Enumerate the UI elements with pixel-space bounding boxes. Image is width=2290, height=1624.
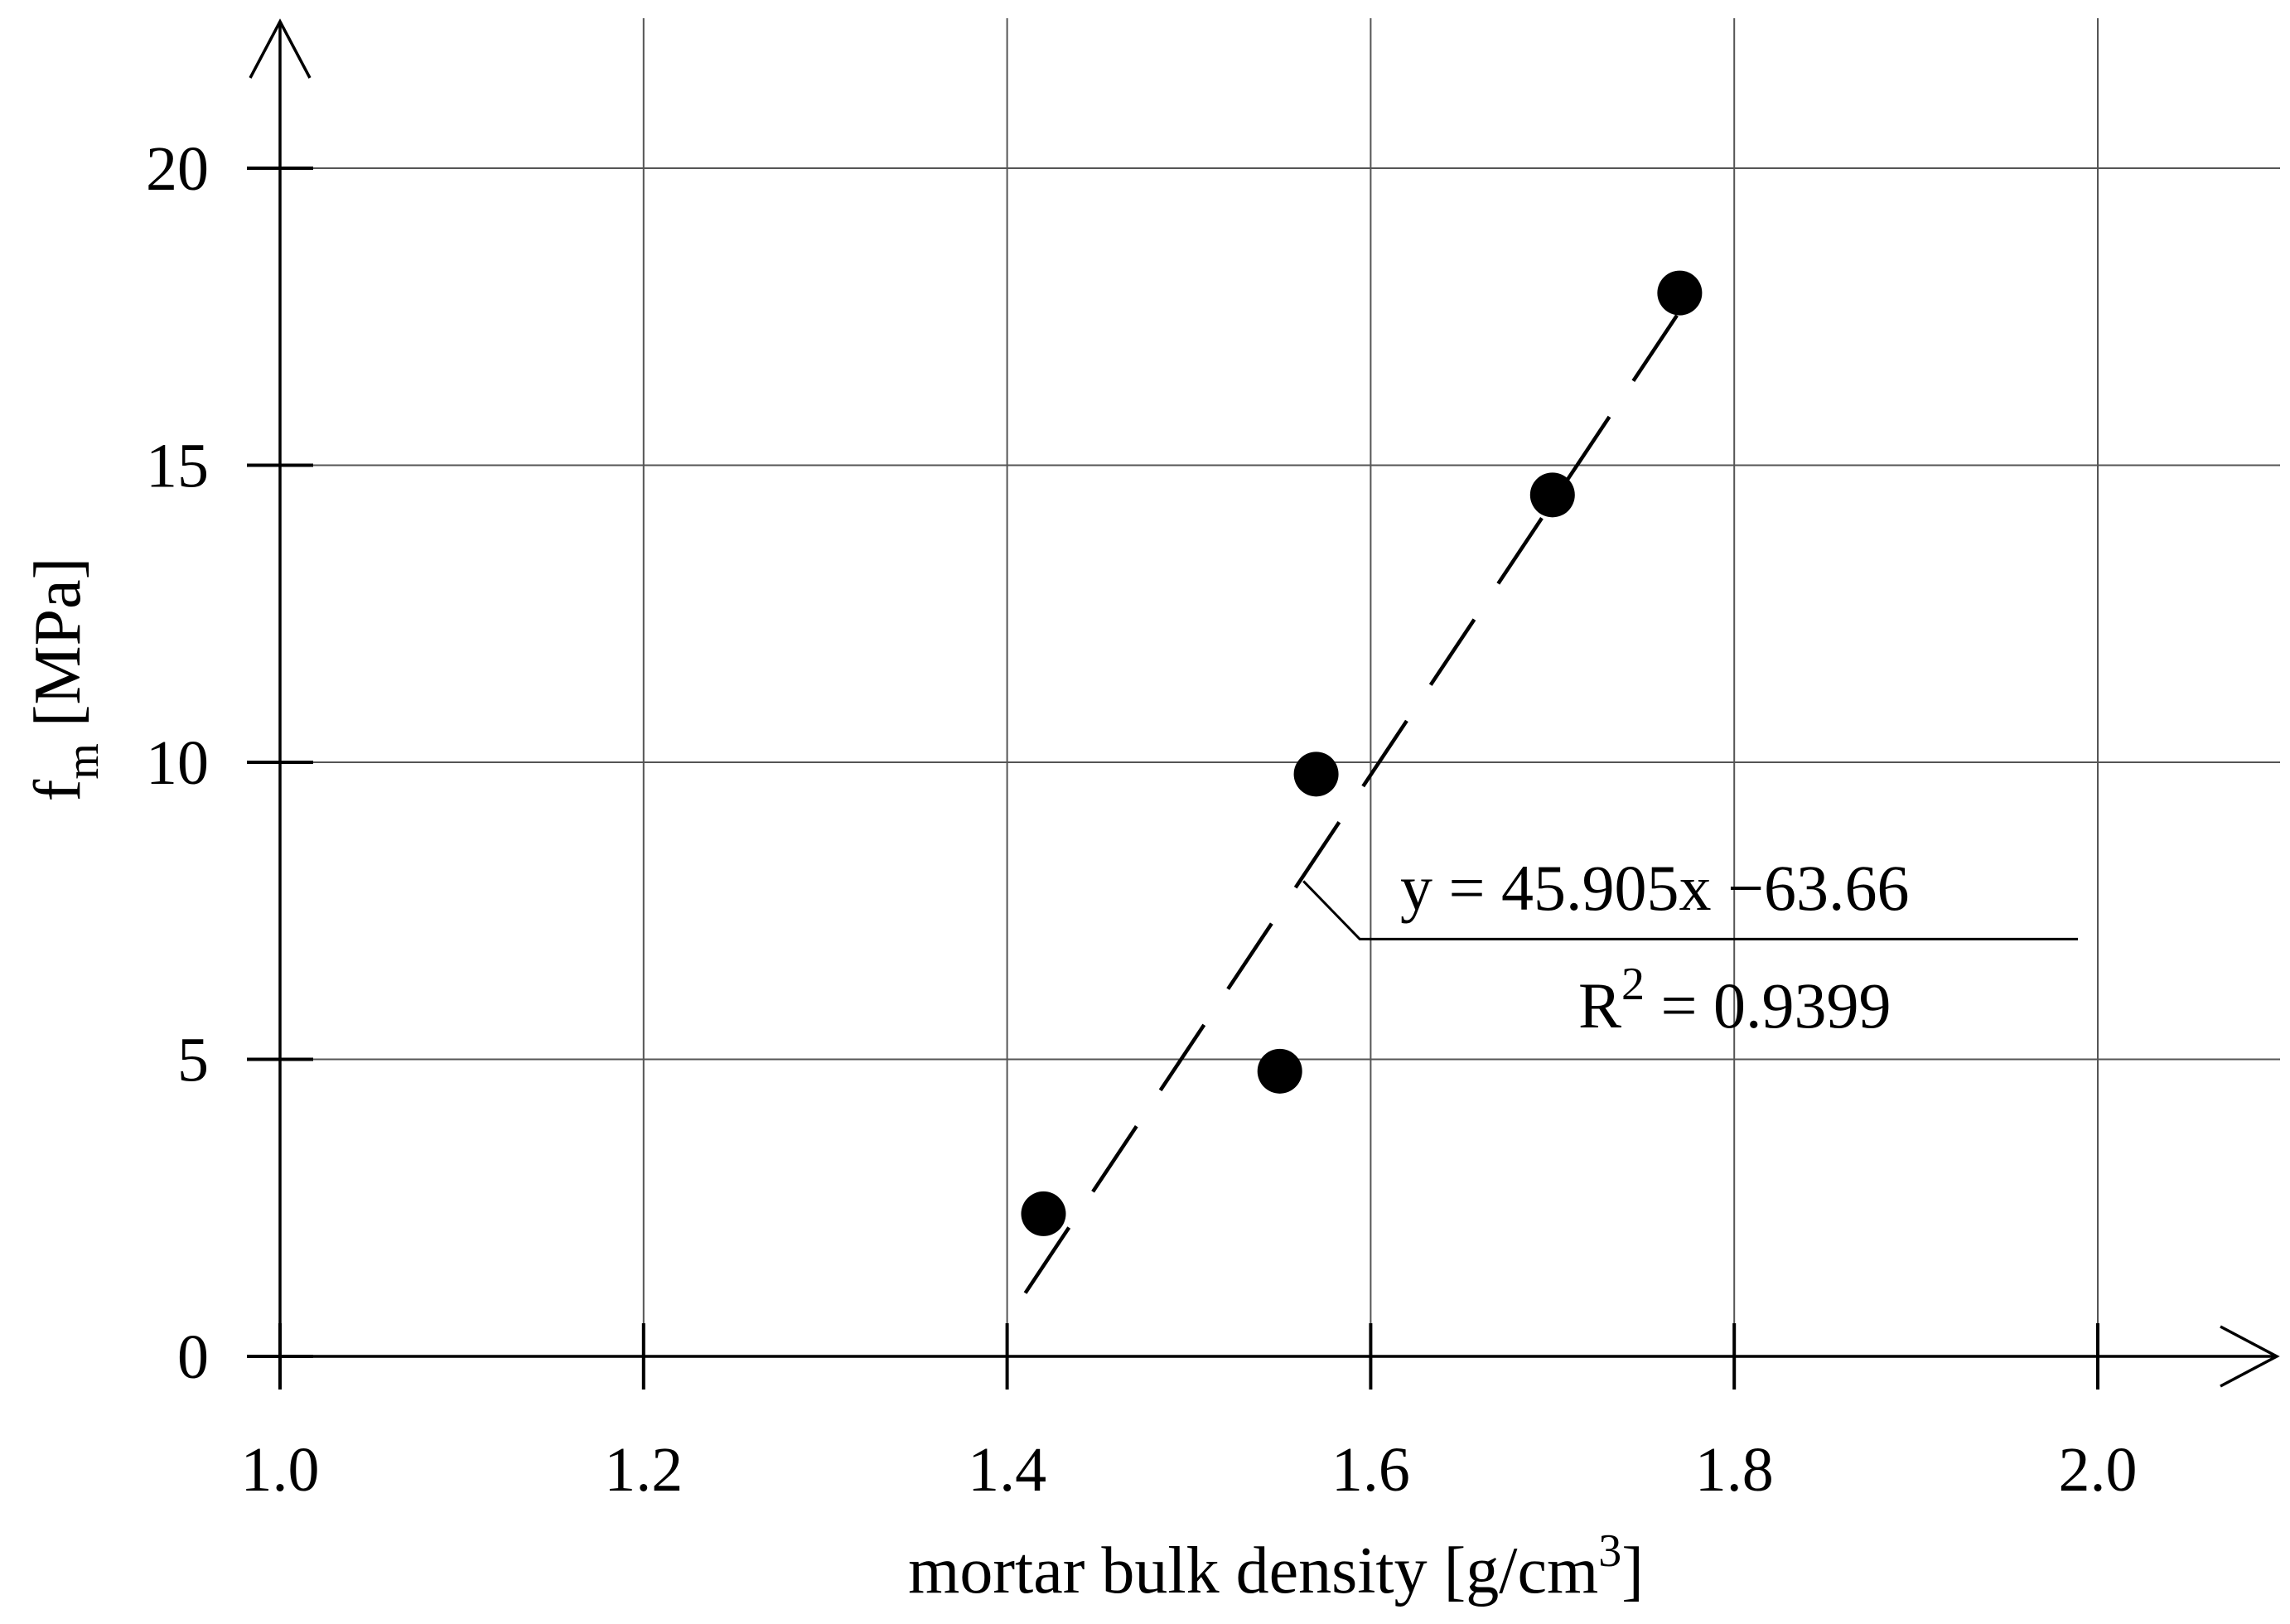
y-axis-title: fm [MPa] [22, 558, 109, 802]
x-tick-label: 1.4 [968, 1435, 1046, 1505]
y-tick-label: 20 [146, 134, 209, 204]
data-point [1657, 270, 1703, 316]
x-tick-label: 1.2 [604, 1435, 683, 1505]
trendline-dashed [1023, 310, 1682, 1294]
annotation [1302, 880, 2078, 940]
x-tick-label: 1.8 [1695, 1435, 1774, 1505]
y-tick-label: 15 [146, 432, 209, 501]
y-tick-label: 0 [177, 1322, 209, 1392]
x-tick-label: 1.6 [1331, 1435, 1410, 1505]
trend-equation: y = 45.905x −63.66 [1400, 852, 1909, 924]
x-tick-label: 1.0 [241, 1435, 320, 1505]
y-tick-label: 5 [177, 1026, 209, 1095]
r-squared: R2 = 0.9399 [1578, 959, 1891, 1042]
data-point [1293, 752, 1339, 797]
grid [280, 18, 2280, 1356]
axes [249, 18, 2280, 1388]
ticks: 1.0 1.2 1.4 1.6 1.8 2.0 0 5 10 15 20 [146, 134, 2138, 1505]
data-point [1021, 1191, 1066, 1236]
data-point [1529, 472, 1575, 518]
x-axis-title: mortar bulk density [g/cm3] [908, 1525, 1644, 1607]
data-point [1257, 1048, 1302, 1094]
x-tick-label: 2.0 [2059, 1435, 2138, 1505]
trendline [1023, 310, 1682, 1294]
annotation-leader [1302, 880, 2078, 940]
x-axis-arrow [2220, 1325, 2280, 1388]
y-tick-label: 10 [146, 728, 209, 798]
data-points [1021, 270, 1703, 1236]
y-axis-arrow [249, 18, 312, 79]
